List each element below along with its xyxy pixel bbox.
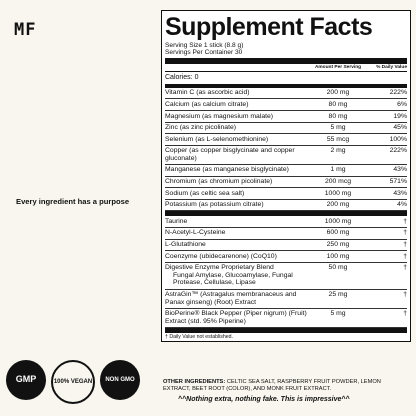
- non-gmo-badge: NON GMO: [100, 360, 140, 400]
- nutrient-name: Potassium (as potassium citrate): [165, 201, 264, 209]
- other-ingredients-text: CELTIC SEA SALT, RASPBERRY FRUIT POWDER,…: [163, 379, 381, 393]
- nutrient-sub-ingredients: Fungal Amylase, Glucoamylase, Fungal Pro…: [173, 271, 293, 287]
- nutrient-amount: 5 mg: [330, 310, 346, 318]
- other-ingredients-label: OTHER INGREDIENTS:: [163, 379, 226, 385]
- vegan-badge: 100% VEGAN: [51, 360, 95, 404]
- punchline: ^^Nothing extra, nothing fake. This is i…: [178, 396, 350, 403]
- calories: Calories: 0: [165, 72, 407, 88]
- nutrient-dv: †: [403, 291, 407, 298]
- dv-header: % Daily Value: [376, 64, 407, 70]
- nutrient-name: Zinc (as zinc picolinate): [165, 124, 237, 132]
- nutrient-dv: 222%: [389, 147, 407, 155]
- nutrient-row: L-Glutathione 250 mg †: [165, 240, 407, 252]
- nutrient-amount: 55 mcg: [326, 135, 350, 143]
- nutrient-row: Zinc (as zinc picolinate) 5 mg 45%: [165, 123, 407, 135]
- servings-per-container: Servings Per Container 30: [165, 49, 243, 57]
- nutrient-row: Selenium (as L-selenomethionine) 55 mcg 10…: [165, 134, 407, 146]
- gmp-badge: GMP: [6, 360, 46, 400]
- nutrient-dv: †: [403, 310, 407, 318]
- certification-badges: GMP 100% VEGAN NON GMO: [6, 360, 140, 404]
- nutrient-name: Magnesium (as magnesium malate): [165, 112, 274, 120]
- nutrient-amount: 600 mg: [326, 229, 350, 237]
- nutrient-name: AstraGin™ (Astragalus membranaceus and P…: [165, 291, 297, 306]
- nutrient-row: Manganese (as manganese bisglycinate) 1 m…: [165, 165, 407, 177]
- nutrient-dv: †: [403, 264, 407, 272]
- nutrient-row: Potassium (as potassium citrate) 200 mg 4%: [165, 200, 407, 212]
- vitamin-rows: Vitamin C (as ascorbic acid) 200 mg 222% Ca…: [165, 88, 407, 212]
- nutrient-amount: 50 mg: [328, 264, 348, 272]
- other-rows: Taurine 1000 mg † N-Acetyl-L-Cysteine 600 mg…: [165, 216, 407, 328]
- nutrient-amount: 80 mg: [328, 100, 348, 108]
- nutrient-amount: 25 mg: [328, 291, 348, 298]
- nutrient-dv: 19%: [393, 112, 407, 120]
- nutrient-row: Coenzyme (ubidecarenone) (CoQ10) 100 mg †: [165, 251, 407, 263]
- brand-logo: MF: [14, 20, 37, 40]
- nutrient-name: L-Glutathione: [165, 241, 206, 249]
- nutrient-amount: 100 mg: [326, 252, 350, 260]
- nutrient-row: Magnesium (as magnesium malate) 80 mg 19%: [165, 111, 407, 123]
- nutrient-row: N-Acetyl-L-Cysteine 600 mg †: [165, 228, 407, 240]
- nutrient-name: BioPerine® Black Pepper (Piper nigrum) (…: [165, 310, 307, 325]
- nutrient-row: Calcium (as calcium citrate) 80 mg 6%: [165, 99, 407, 111]
- nutrient-name: Vitamin C (as ascorbic acid): [165, 89, 250, 97]
- panel-title: Supplement Facts: [165, 13, 373, 41]
- nutrient-amount: 1000 mg: [324, 189, 352, 197]
- nutrient-dv: †: [403, 217, 407, 225]
- column-header: Amount Per Serving % Daily Value: [165, 64, 407, 72]
- nutrient-dv: 6%: [397, 100, 407, 108]
- nutrient-name: Digestive Enzyme Proprietary Blend: [165, 264, 274, 272]
- supplement-facts-panel: Supplement Facts Serving Size 1 stick (8…: [161, 10, 411, 342]
- nutrient-dv: 100%: [389, 135, 407, 143]
- nutrient-dv: 45%: [393, 124, 407, 132]
- nutrient-amount: 2 mg: [330, 147, 346, 155]
- nutrient-dv: 571%: [389, 178, 407, 186]
- nutrient-amount: 80 mg: [328, 112, 348, 120]
- nutrient-row: Vitamin C (as ascorbic acid) 200 mg 222%: [165, 88, 407, 100]
- nutrient-amount: 5 mg: [330, 124, 346, 132]
- footnote: † Daily Value not established.: [165, 327, 407, 341]
- amount-header: Amount Per Serving: [314, 64, 362, 70]
- nutrient-row: BioPerine® Black Pepper (Piper nigrum) (…: [165, 309, 407, 328]
- section-divider: [165, 211, 407, 217]
- nutrient-row: Chromium (as chromium picolinate) 200 mcg…: [165, 177, 407, 189]
- nutrient-amount: 200 mcg: [324, 178, 352, 186]
- nutrient-dv: 43%: [393, 166, 407, 174]
- nutrient-amount: 1000 mg: [324, 217, 352, 225]
- other-ingredients: OTHER INGREDIENTS: CELTIC SEA SALT, RASP…: [163, 379, 409, 393]
- nutrient-name: Taurine: [165, 217, 188, 225]
- nutrient-dv: 222%: [389, 89, 407, 97]
- nutrient-dv: 4%: [397, 201, 407, 209]
- serving-size: Serving Size 1 stick (8.8 g): [165, 42, 244, 49]
- serving-info: Serving Size 1 stick (8.8 g) Servings Pe…: [165, 42, 407, 64]
- nutrient-row: Sodium (as celtic sea salt) 1000 mg 43%: [165, 188, 407, 200]
- nutrient-amount: 250 mg: [326, 241, 350, 249]
- nutrient-row: Digestive Enzyme Proprietary Blend Fungal…: [165, 263, 407, 290]
- nutrient-row: Taurine 1000 mg †: [165, 216, 407, 228]
- nutrient-row: AstraGin™ (Astragalus membranaceus and P…: [165, 290, 407, 309]
- nutrient-name: Copper (as copper bisglycinate and coppe…: [165, 147, 295, 162]
- nutrient-dv: †: [403, 229, 407, 237]
- nutrient-row: Copper (as copper bisglycinate and coppe…: [165, 146, 407, 165]
- nutrient-dv: †: [403, 252, 407, 260]
- nutrient-name: Coenzyme (ubidecarenone) (CoQ10): [165, 252, 277, 260]
- nutrient-name: Selenium (as L-selenomethionine): [165, 135, 269, 143]
- nutrient-amount: 200 mg: [326, 89, 350, 97]
- nutrient-name: Sodium (as celtic sea salt): [165, 189, 245, 197]
- nutrient-name: Chromium (as chromium picolinate): [165, 178, 273, 186]
- nutrient-name: N-Acetyl-L-Cysteine: [165, 229, 226, 237]
- nutrient-dv: 43%: [393, 189, 407, 197]
- nutrient-name: Calcium (as calcium citrate): [165, 100, 249, 108]
- nutrient-amount: 200 mg: [326, 201, 350, 209]
- tagline: Every ingredient has a purpose: [16, 197, 130, 206]
- nutrient-amount: 1 mg: [330, 166, 346, 174]
- nutrient-dv: †: [403, 241, 407, 249]
- nutrient-name: Manganese (as manganese bisglycinate): [165, 166, 289, 174]
